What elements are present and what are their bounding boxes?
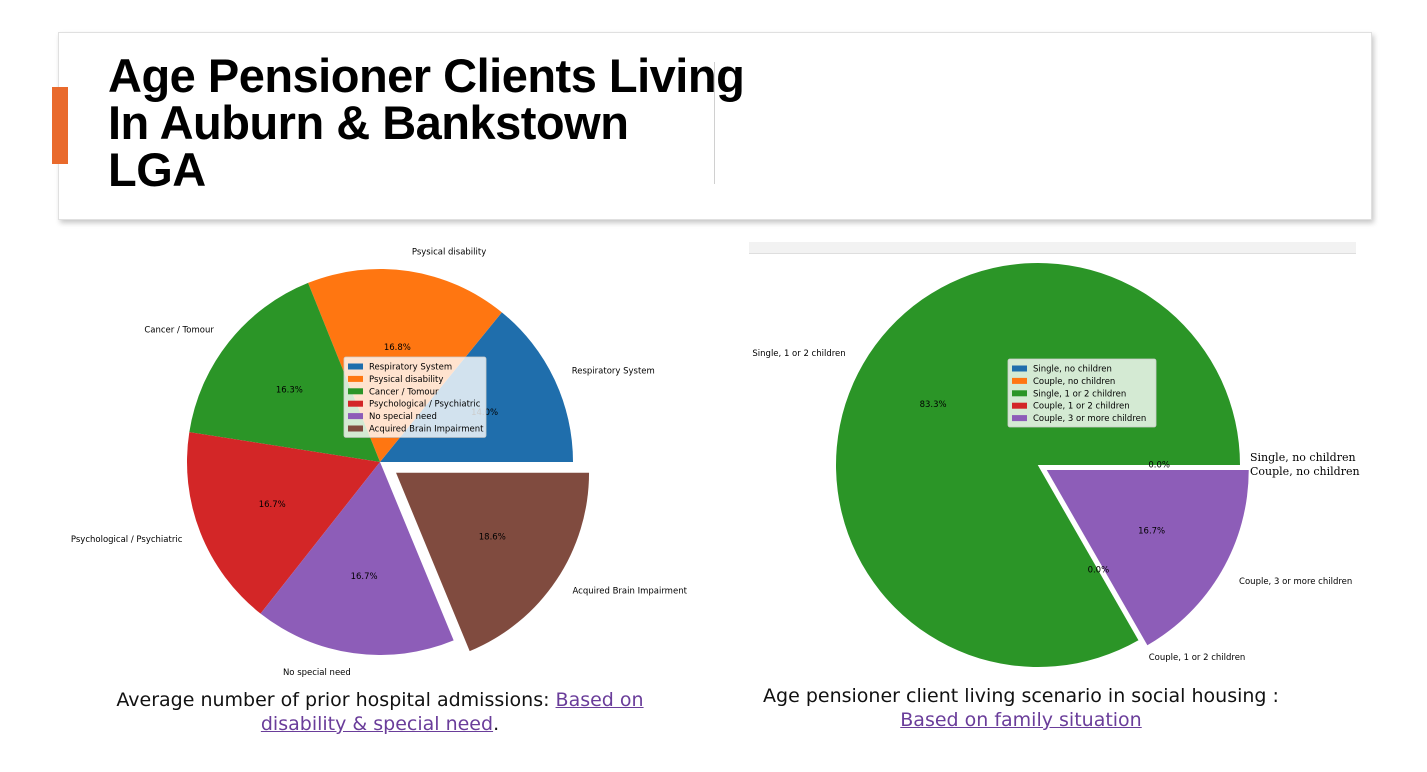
pct-label-psysical-disability: 16.8% — [384, 343, 411, 353]
category-label-acquired-brain-impairment: Acquired Brain Impairment — [572, 586, 687, 596]
disability-pie-chart: Respiratory System Psysical disability Can… — [71, 248, 688, 678]
pie-slice-couple-1-or-2-children — [1037, 464, 1139, 641]
caption-left: Average number of prior hospital admissi… — [84, 688, 676, 736]
caption-right: Age pensioner client living scenario in … — [745, 684, 1297, 732]
pct-label-psychological-psychiatric: 16.7% — [259, 500, 286, 510]
chart-top-bar — [749, 242, 1356, 254]
legend-label-no-special-need: No special need — [369, 412, 437, 422]
pct-label-single-1-or-2-children: 83.3% — [920, 400, 947, 410]
legend-label-single-no-children: Single, no children — [1033, 365, 1112, 375]
legend-label-psychological-psychiatric: Psychological / Psychiatric — [369, 400, 481, 410]
legend-swatch-cancer-tomour — [348, 388, 363, 395]
slide-title: Age Pensioner Clients Living In Auburn &… — [108, 49, 745, 196]
category-label-psychological-psychiatric: Psychological / Psychiatric — [71, 535, 183, 545]
pie-slice-psychological-psychiatric — [187, 432, 380, 614]
category-label-couple-1-or-2-children: Couple, 1 or 2 children — [1149, 653, 1246, 663]
pct-label-acquired-brain-impairment: 18.6% — [479, 533, 506, 543]
caption-left-link[interactable]: Based on disability & special need — [260, 689, 644, 735]
pie-slice-acquired-brain-impairment — [396, 472, 590, 652]
legend-label-couple-3-or-more-children: Couple, 3 or more children — [1033, 414, 1146, 424]
category-label-single-no-children: Single, no children — [1250, 451, 1356, 464]
pie-slice-couple-3-or-more-children — [1046, 470, 1249, 646]
category-label-psysical-disability: Psysical disability — [412, 248, 486, 258]
legend-swatch-respiratory-system — [348, 363, 363, 370]
legend-swatch-single-no-children — [1012, 365, 1027, 372]
legend-swatch-no-special-need — [348, 413, 363, 420]
legend-box — [1007, 358, 1157, 428]
category-label-respiratory-system: Respiratory System — [572, 366, 655, 376]
legend-label-acquired-brain-impairment: Acquired Brain Impairment — [369, 425, 484, 435]
legend-swatch-couple-no-children — [1012, 377, 1027, 384]
legend-label-psysical-disability: Psysical disability — [369, 375, 443, 385]
legend-swatch-couple-3-or-more-children — [1012, 415, 1027, 422]
caption-left-suffix: . — [493, 713, 500, 735]
caption-right-text: Age pensioner client living scenario in … — [763, 685, 1279, 707]
title-card — [58, 32, 1372, 220]
category-label-couple-3-or-more-children: Couple, 3 or more children — [1239, 577, 1352, 587]
legend-swatch-single-1-or-2-children — [1012, 390, 1027, 397]
accent-bar — [52, 87, 68, 164]
pie-slice-no-special-need — [260, 462, 454, 655]
pct-label-single-no-children: 0.0% — [1148, 461, 1170, 471]
legend-swatch-acquired-brain-impairment — [348, 425, 363, 432]
legend-label-couple-no-children: Couple, no children — [1033, 377, 1115, 387]
caption-right-link[interactable]: Based on family situation — [900, 709, 1142, 731]
pct-label-cancer-tomour: 16.3% — [276, 385, 303, 395]
pct-label-no-special-need: 16.7% — [351, 572, 378, 582]
legend-swatch-psychological-psychiatric — [348, 400, 363, 407]
legend-swatch-psysical-disability — [348, 375, 363, 382]
legend-label-respiratory-system: Respiratory System — [369, 363, 452, 373]
legend-swatch-couple-1-or-2-children — [1012, 402, 1027, 409]
pie-slice-cancer-tomour — [189, 282, 380, 462]
category-label-single-1-or-2-children: Single, 1 or 2 children — [752, 349, 845, 359]
pct-label-couple-1-or-2-children: 0.0% — [1088, 566, 1110, 576]
pct-label-couple-3-or-more-children: 16.7% — [1138, 526, 1165, 536]
title-divider — [714, 62, 715, 184]
caption-left-text: Average number of prior hospital admissi… — [116, 689, 556, 711]
legend-label-couple-1-or-2-children: Couple, 1 or 2 children — [1033, 402, 1130, 412]
category-label-cancer-tomour: Cancer / Tomour — [144, 325, 214, 335]
category-label-no-special-need: No special need — [283, 668, 351, 678]
legend-label-single-1-or-2-children: Single, 1 or 2 children — [1033, 389, 1126, 399]
category-label-couple-no-children: Couple, no children — [1250, 465, 1360, 478]
legend-label-cancer-tomour: Cancer / Tomour — [369, 387, 439, 397]
legend-box — [343, 356, 487, 438]
